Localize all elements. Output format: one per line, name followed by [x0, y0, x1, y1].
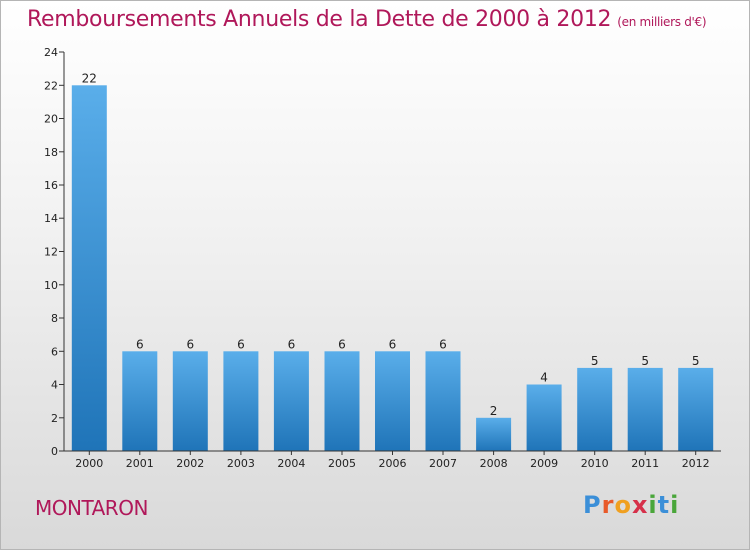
data-label-2002: 6: [186, 337, 194, 351]
x-tick-label-2011: 2011: [631, 457, 659, 470]
y-tick-label-18: 18: [44, 146, 58, 159]
bar-2010: [577, 367, 613, 451]
x-tick-label-2002: 2002: [176, 457, 204, 470]
y-tick-label-0: 0: [51, 445, 58, 458]
x-tick-label-2003: 2003: [227, 457, 255, 470]
bar-2012: [678, 367, 714, 451]
bar-2008: [476, 417, 512, 452]
unit-note: (en milliers d'€): [617, 15, 707, 29]
data-label-2011: 5: [641, 354, 649, 368]
data-label-2005: 6: [338, 337, 346, 351]
chart-title-text: Remboursements Annuels de la Dette de 20…: [27, 7, 612, 32]
bar-2000: [71, 85, 107, 452]
bar-2004: [273, 351, 309, 452]
data-label-2000: 22: [82, 71, 97, 85]
bar-2001: [122, 351, 158, 452]
x-tick-label-2010: 2010: [581, 457, 609, 470]
bar-2002: [172, 351, 208, 452]
chart-title: Remboursements Annuels de la Dette de 20…: [27, 7, 707, 32]
data-label-2007: 6: [439, 337, 447, 351]
y-tick-label-4: 4: [51, 379, 58, 392]
y-tick-label-22: 22: [44, 79, 58, 92]
data-label-2010: 5: [591, 354, 599, 368]
y-tick-label-20: 20: [44, 113, 58, 126]
x-tick-label-2008: 2008: [480, 457, 508, 470]
x-tick-label-2005: 2005: [328, 457, 356, 470]
data-label-2008: 2: [490, 404, 498, 418]
y-tick-label-16: 16: [44, 179, 58, 192]
data-label-2003: 6: [237, 337, 245, 351]
data-label-2006: 6: [389, 337, 397, 351]
y-tick-label-10: 10: [44, 279, 58, 292]
x-tick-label-2000: 2000: [75, 457, 103, 470]
bar-2009: [526, 384, 562, 451]
bar-2011: [627, 367, 663, 451]
y-tick-label-14: 14: [44, 212, 58, 225]
data-label-2001: 6: [136, 337, 144, 351]
bar-2005: [324, 351, 360, 452]
x-tick-label-2009: 2009: [530, 457, 558, 470]
bar-2006: [375, 351, 410, 452]
x-tick-label-2001: 2001: [126, 457, 154, 470]
data-label-2012: 5: [692, 354, 700, 368]
data-label-2004: 6: [288, 337, 296, 351]
proxiti-logo: Proxiti: [583, 491, 680, 519]
x-tick-label-2004: 2004: [277, 457, 305, 470]
bar-2003: [223, 351, 259, 452]
y-tick-label-6: 6: [51, 345, 58, 358]
y-tick-label-2: 2: [51, 412, 58, 425]
y-tick-label-24: 24: [44, 46, 58, 59]
x-tick-label-2006: 2006: [379, 457, 407, 470]
x-tick-label-2012: 2012: [682, 457, 710, 470]
y-tick-label-12: 12: [44, 246, 58, 259]
data-label-2009: 4: [540, 371, 548, 385]
place-name: MONTARON: [35, 496, 148, 520]
x-tick-label-2007: 2007: [429, 457, 457, 470]
bar-2007: [425, 351, 461, 452]
y-tick-label-8: 8: [51, 312, 58, 325]
